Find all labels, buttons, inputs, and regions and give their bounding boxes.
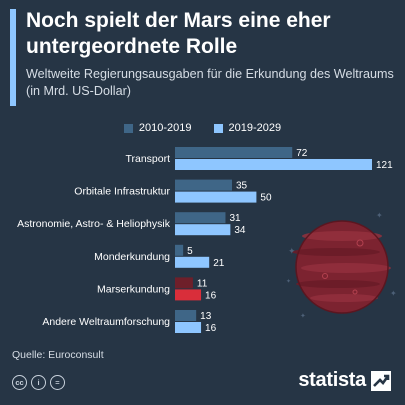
legend-item-2019-2029: 2019-2029 [213, 122, 282, 134]
legend-label: 2010-2019 [138, 122, 192, 134]
bar-andere-weltraumforschung-2019-2029 [175, 322, 202, 333]
equals-icon: = [50, 375, 65, 390]
value-label-orbitale-infrastruktur-2010-2019: 35 [236, 181, 248, 192]
svg-text:✦: ✦ [288, 246, 296, 256]
category-label-marserkundung: Marserkundung [97, 283, 170, 295]
chart-title: Noch spielt der Mars eine eher untergeor… [26, 9, 331, 58]
value-label-andere-weltraumforschung-2019-2029: 16 [205, 323, 217, 334]
brand-name: statista [298, 369, 366, 391]
bar-transport-2010-2019 [175, 147, 293, 158]
bar-monderkundung-2010-2019 [175, 244, 184, 256]
by-icon: i [31, 375, 46, 390]
chart-subtitle: Weltweite Regierungsausgaben für die Erk… [26, 67, 394, 98]
value-label-monderkundung-2010-2019: 5 [187, 246, 193, 257]
value-label-astronomie-astro-heliophysik-2010-2019: 31 [229, 213, 241, 224]
source-note: Quelle: Euroconsult [12, 349, 104, 361]
bar-orbitale-infrastruktur-2010-2019 [175, 179, 232, 191]
svg-text:✦: ✦ [300, 312, 306, 320]
category-label-andere-weltraumforschung: Andere Weltraumforschung [42, 316, 170, 328]
value-label-andere-weltraumforschung-2010-2019: 13 [200, 311, 212, 322]
bar-marserkundung-2019-2029 [175, 289, 202, 301]
bar-transport-2019-2029 [175, 159, 372, 170]
category-label-monderkundung: Monderkundung [94, 251, 170, 263]
value-label-marserkundung-2010-2019: 11 [197, 278, 208, 289]
value-label-orbitale-infrastruktur-2019-2029: 50 [260, 193, 272, 204]
legend-label: 2019-2029 [228, 122, 282, 134]
statista-logo[interactable]: statista [298, 369, 391, 392]
svg-text:✦: ✦ [376, 211, 383, 220]
svg-text:✦: ✦ [390, 289, 397, 298]
value-label-marserkundung-2019-2029: 16 [205, 290, 217, 301]
mars-planet-illustration: ✦ ✦ ✦ ✦ ✦ [286, 211, 397, 320]
bar-astronomie-astro-heliophysik-2019-2029 [175, 224, 231, 236]
legend: 2010-2019 2019-2029 [0, 122, 405, 134]
svg-text:✦: ✦ [286, 278, 291, 285]
bar-andere-weltraumforschung-2010-2019 [175, 310, 197, 321]
bar-astronomie-astro-heliophysik-2010-2019 [175, 212, 226, 224]
legend-swatch-2019-2029 [213, 123, 223, 133]
category-label-astronomie-astro-heliophysik: Astronomie, Astro- & Heliophysik [17, 218, 171, 230]
title-accent-bar [10, 9, 16, 106]
value-label-astronomie-astro-heliophysik-2019-2029: 34 [234, 225, 246, 236]
statista-mark-icon [371, 370, 391, 391]
category-label-orbitale-infrastruktur: Orbitale Infrastruktur [74, 186, 170, 198]
legend-swatch-2010-2019 [123, 123, 133, 133]
bar-monderkundung-2019-2029 [175, 256, 210, 268]
category-label-transport: Transport [125, 153, 170, 165]
license-icons: cc i = [12, 375, 65, 390]
value-label-transport-2010-2019: 72 [296, 148, 308, 159]
value-label-transport-2019-2029: 121 [376, 160, 393, 171]
value-label-monderkundung-2019-2029: 21 [213, 258, 225, 269]
legend-item-2010-2019: 2010-2019 [123, 122, 192, 134]
bar-orbitale-infrastruktur-2019-2029 [175, 191, 257, 203]
cc-icon: cc [12, 375, 27, 390]
bar-marserkundung-2010-2019 [175, 277, 193, 289]
